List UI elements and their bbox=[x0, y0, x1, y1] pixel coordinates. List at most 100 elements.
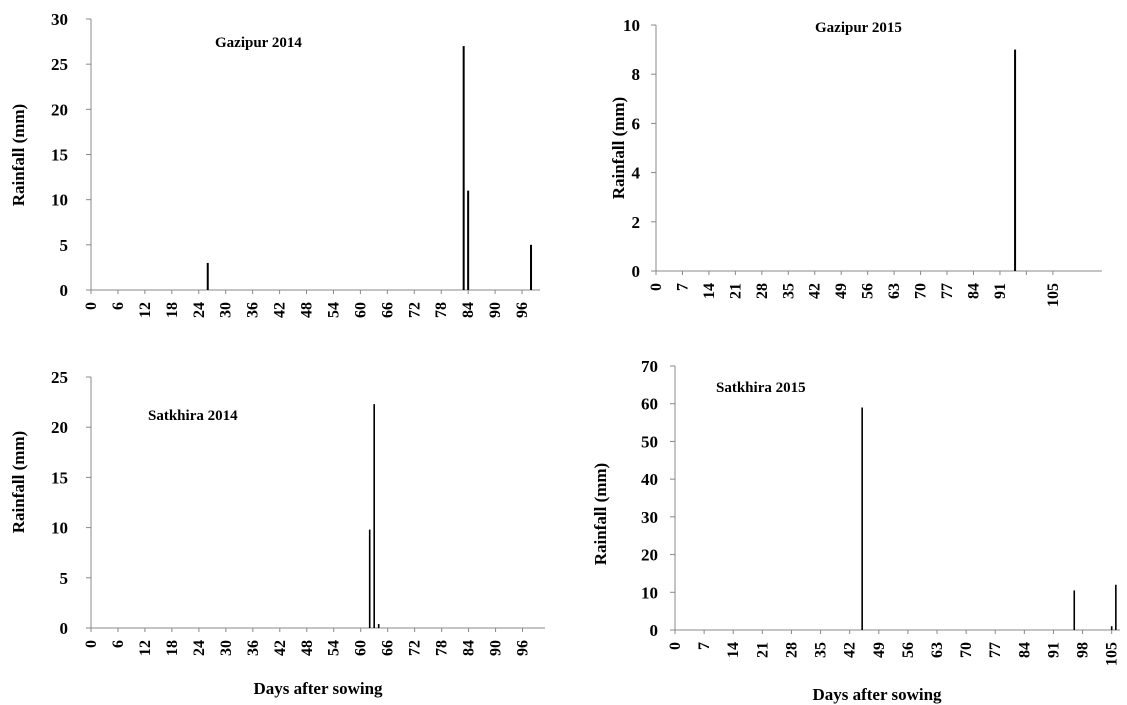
x-tick-label: 84 bbox=[460, 302, 477, 318]
x-tick-label: 60 bbox=[352, 302, 369, 318]
rainfall-bar bbox=[467, 190, 470, 290]
x-tick-label: 49 bbox=[871, 642, 888, 658]
y-tick-label: 5 bbox=[60, 569, 69, 588]
x-tick-label: 60 bbox=[353, 640, 370, 656]
x-tick-label: 12 bbox=[137, 640, 154, 656]
y-tick-label: 30 bbox=[51, 10, 68, 29]
rainfall-bar bbox=[1115, 584, 1117, 630]
x-axis-label: Days after sowing bbox=[812, 685, 942, 704]
x-tick-label: 42 bbox=[842, 642, 859, 658]
x-tick-label: 21 bbox=[727, 283, 744, 299]
x-tick-label: 54 bbox=[326, 640, 343, 656]
x-tick-label: 48 bbox=[299, 640, 316, 656]
chart-title: Satkhira 2015 bbox=[716, 380, 806, 396]
x-tick-label: 91 bbox=[1045, 642, 1062, 658]
x-tick-label: 0 bbox=[83, 640, 100, 648]
chart-satkhira-2014: Satkhira 2014 Rainfall (mm) Days after s… bbox=[9, 368, 545, 698]
x-tick-label: 56 bbox=[900, 642, 917, 658]
x-tick-label: 24 bbox=[191, 302, 208, 318]
x-tick-label: 70 bbox=[913, 283, 930, 299]
y-tick-label: 25 bbox=[51, 55, 68, 74]
x-tick-label: 14 bbox=[701, 283, 718, 299]
x-tick-label: 0 bbox=[83, 302, 100, 310]
chart-gazipur-2015: Gazipur 2015 Rainfall (mm) 0 2 4 6 8 10 0 7 14 21… bbox=[609, 16, 1102, 307]
rainfall-bar bbox=[1014, 49, 1017, 271]
chart-gazipur-2014: Gazipur 2014 Rainfall (mm) 0 5 10 15 20 25 30 0… bbox=[9, 10, 540, 318]
x-tick-label: 63 bbox=[886, 283, 903, 299]
x-tick-label: 78 bbox=[434, 640, 451, 656]
x-tick-label: 72 bbox=[407, 640, 424, 656]
y-tick-label: 20 bbox=[51, 418, 68, 437]
y-tick-label: 10 bbox=[641, 583, 658, 602]
y-axis-label: Rainfall (mm) bbox=[9, 431, 28, 533]
rainfall-bar bbox=[377, 623, 380, 628]
x-tick-label: 90 bbox=[487, 302, 504, 318]
y-tick-label: 0 bbox=[60, 281, 69, 300]
x-tick-label: 84 bbox=[461, 640, 478, 656]
x-tick-label: 105 bbox=[1045, 283, 1062, 307]
x-tick-label: 30 bbox=[218, 302, 235, 318]
x-tick-label: 0 bbox=[667, 642, 684, 650]
y-tick-label: 40 bbox=[641, 470, 658, 489]
x-tick-label: 12 bbox=[137, 302, 154, 318]
x-tick-label: 18 bbox=[164, 302, 181, 318]
y-tick-label: 6 bbox=[632, 114, 641, 133]
rainfall-bar bbox=[206, 262, 209, 290]
y-tick-label: 0 bbox=[632, 262, 641, 281]
y-axis-label: Rainfall (mm) bbox=[609, 97, 628, 199]
y-tick-label: 10 bbox=[51, 519, 68, 538]
rainfall-bar bbox=[861, 407, 863, 630]
x-tick-label: 36 bbox=[245, 640, 262, 656]
x-tick-label: 66 bbox=[379, 302, 396, 318]
rainfall-bar bbox=[1110, 626, 1113, 630]
x-tick-label: 7 bbox=[674, 283, 691, 291]
x-tick-label: 96 bbox=[515, 640, 532, 656]
x-tick-label: 66 bbox=[380, 640, 397, 656]
y-tick-label: 10 bbox=[51, 191, 68, 210]
rainfall-bar bbox=[530, 244, 533, 290]
x-tick-label: 35 bbox=[780, 283, 797, 299]
x-tick-label: 105 bbox=[1104, 642, 1121, 666]
x-axis-label: Days after sowing bbox=[253, 679, 383, 698]
chart-title: Satkhira 2014 bbox=[148, 408, 238, 424]
y-tick-label: 15 bbox=[51, 146, 68, 165]
x-tick-label: 96 bbox=[514, 302, 531, 318]
y-tick-label: 25 bbox=[51, 368, 68, 387]
y-tick-label: 15 bbox=[51, 468, 68, 487]
x-tick-label: 91 bbox=[992, 283, 1009, 299]
x-tick-label: 77 bbox=[939, 283, 956, 299]
x-tick-label: 48 bbox=[299, 302, 316, 318]
rainfall-bar bbox=[1073, 590, 1076, 630]
y-tick-label: 20 bbox=[51, 100, 68, 119]
y-tick-label: 20 bbox=[641, 546, 658, 565]
rainfall-bar bbox=[368, 529, 371, 628]
y-tick-label: 10 bbox=[623, 16, 640, 35]
y-tick-label: 5 bbox=[60, 236, 69, 255]
x-tick-label: 90 bbox=[488, 640, 505, 656]
y-axis-label: Rainfall (mm) bbox=[9, 104, 28, 206]
x-tick-label: 6 bbox=[110, 302, 127, 310]
x-tick-label: 78 bbox=[433, 302, 450, 318]
x-tick-label: 49 bbox=[833, 283, 850, 299]
rainfall-bar bbox=[373, 404, 375, 628]
chart-satkhira-2015: Satkhira 2015 Rainfall (mm) Days after s… bbox=[591, 357, 1121, 704]
y-tick-label: 50 bbox=[641, 432, 658, 451]
x-tick-label: 28 bbox=[754, 283, 771, 299]
x-tick-label: 0 bbox=[648, 283, 665, 291]
x-tick-label: 84 bbox=[965, 283, 982, 299]
x-tick-label: 35 bbox=[813, 642, 830, 658]
x-tick-label: 42 bbox=[272, 640, 289, 656]
y-tick-label: 2 bbox=[632, 213, 641, 232]
rainfall-bar bbox=[462, 46, 465, 290]
y-tick-label: 70 bbox=[641, 357, 658, 376]
y-tick-label: 8 bbox=[632, 65, 641, 84]
y-tick-label: 4 bbox=[632, 164, 641, 183]
x-tick-label: 7 bbox=[696, 642, 713, 650]
x-tick-label: 28 bbox=[783, 642, 800, 658]
y-axis-label: Rainfall (mm) bbox=[591, 463, 610, 565]
y-tick-label: 0 bbox=[60, 619, 69, 638]
x-tick-label: 56 bbox=[860, 283, 877, 299]
x-tick-label: 24 bbox=[191, 640, 208, 656]
x-tick-label: 42 bbox=[807, 283, 824, 299]
